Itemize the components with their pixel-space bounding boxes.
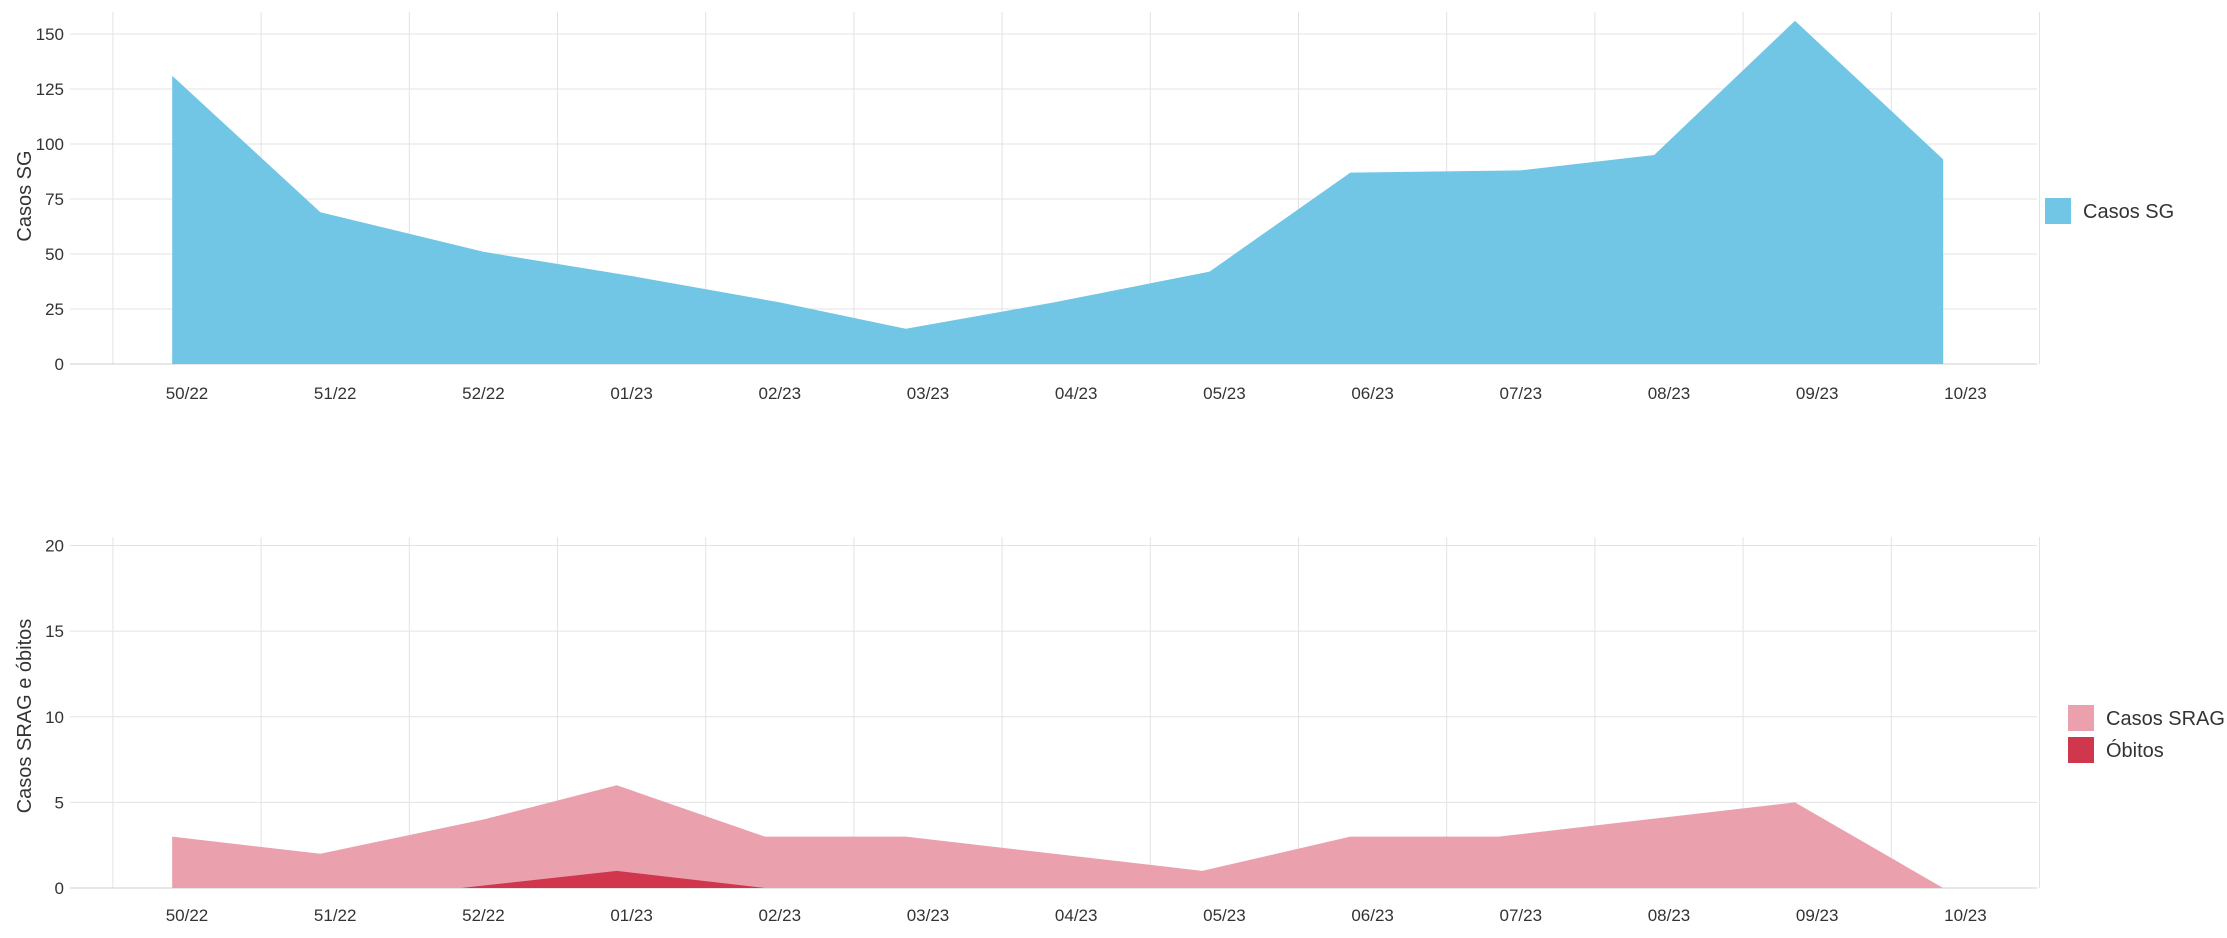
legend-label: Casos SG bbox=[2083, 201, 2174, 223]
x-tick-label: 50/22 bbox=[166, 906, 209, 925]
chart-casos-sg-legend: Casos SG bbox=[2045, 198, 2174, 224]
x-tick-label: 05/23 bbox=[1203, 384, 1246, 403]
y-tick-label: 10 bbox=[45, 708, 64, 727]
x-tick-label: 07/23 bbox=[1500, 906, 1543, 925]
x-tick-label: 04/23 bbox=[1055, 384, 1098, 403]
x-tick-label: 06/23 bbox=[1351, 384, 1394, 403]
x-tick-label: 08/23 bbox=[1648, 384, 1691, 403]
x-tick-label: 51/22 bbox=[314, 384, 357, 403]
legend-label: Óbitos bbox=[2106, 739, 2164, 762]
x-tick-label: 02/23 bbox=[759, 906, 802, 925]
y-tick-label: 50 bbox=[45, 245, 64, 264]
chart-casos-sg-y-label: Casos SG bbox=[14, 150, 36, 241]
x-tick-label: 04/23 bbox=[1055, 906, 1098, 925]
x-tick-label: 09/23 bbox=[1796, 384, 1839, 403]
chart-casos-sg-x-axis: 50/22 51/22 52/22 01/23 02/23 03/23 04/23 05/23… bbox=[166, 384, 1987, 403]
area-casos-sg bbox=[172, 20, 1944, 365]
x-tick-label: 10/23 bbox=[1944, 384, 1987, 403]
chart-casos-srag-areas bbox=[172, 785, 1944, 888]
x-tick-label: 01/23 bbox=[610, 906, 653, 925]
x-tick-label: 05/23 bbox=[1203, 906, 1246, 925]
chart-casos-sg-areas bbox=[172, 20, 1944, 365]
chart-casos-sg-y-axis: 0 25 50 75 100 125 150 bbox=[36, 25, 64, 374]
y-tick-label: 20 bbox=[45, 537, 64, 556]
y-tick-label: 100 bbox=[36, 135, 64, 154]
area-bitos bbox=[461, 870, 765, 888]
x-tick-label: 03/23 bbox=[907, 384, 950, 403]
x-tick-label: 03/23 bbox=[907, 906, 950, 925]
chart-casos-srag: 0 5 10 15 20 50/22 51/22 52/22 01/23 02/23 03/23 0… bbox=[14, 537, 2225, 925]
chart-casos-srag-legend: Casos SRAG Óbitos bbox=[2068, 705, 2225, 763]
legend-swatch bbox=[2045, 198, 2071, 224]
legend-swatch bbox=[2068, 737, 2094, 763]
legend-swatch bbox=[2068, 705, 2094, 731]
x-tick-label: 07/23 bbox=[1500, 384, 1543, 403]
y-tick-label: 0 bbox=[55, 879, 64, 898]
x-tick-label: 09/23 bbox=[1796, 906, 1839, 925]
chart-casos-srag-y-label: Casos SRAG e óbitos bbox=[14, 619, 36, 814]
legend-label: Casos SRAG bbox=[2106, 708, 2225, 730]
chart-casos-sg: 0 25 50 75 100 125 150 50/22 51/22 52/22 01/23 02/… bbox=[14, 12, 2174, 403]
chart-casos-srag-x-axis: 50/22 51/22 52/22 01/23 02/23 03/23 04/23 05/23… bbox=[166, 906, 1987, 925]
y-tick-label: 0 bbox=[55, 355, 64, 374]
chart-casos-srag-y-axis: 0 5 10 15 20 bbox=[45, 537, 64, 898]
y-tick-label: 75 bbox=[45, 190, 64, 209]
x-tick-label: 51/22 bbox=[314, 906, 357, 925]
x-tick-label: 08/23 bbox=[1648, 906, 1691, 925]
x-tick-label: 10/23 bbox=[1944, 906, 1987, 925]
x-tick-label: 06/23 bbox=[1351, 906, 1394, 925]
y-tick-label: 5 bbox=[55, 793, 64, 812]
y-tick-label: 25 bbox=[45, 300, 64, 319]
y-tick-label: 125 bbox=[36, 80, 64, 99]
y-tick-label: 15 bbox=[45, 622, 64, 641]
y-tick-label: 150 bbox=[36, 25, 64, 44]
x-tick-label: 52/22 bbox=[462, 906, 505, 925]
x-tick-label: 02/23 bbox=[759, 384, 802, 403]
x-tick-label: 01/23 bbox=[610, 384, 653, 403]
area-casos-srag bbox=[172, 785, 1944, 888]
x-tick-label: 50/22 bbox=[166, 384, 209, 403]
x-tick-label: 52/22 bbox=[462, 384, 505, 403]
